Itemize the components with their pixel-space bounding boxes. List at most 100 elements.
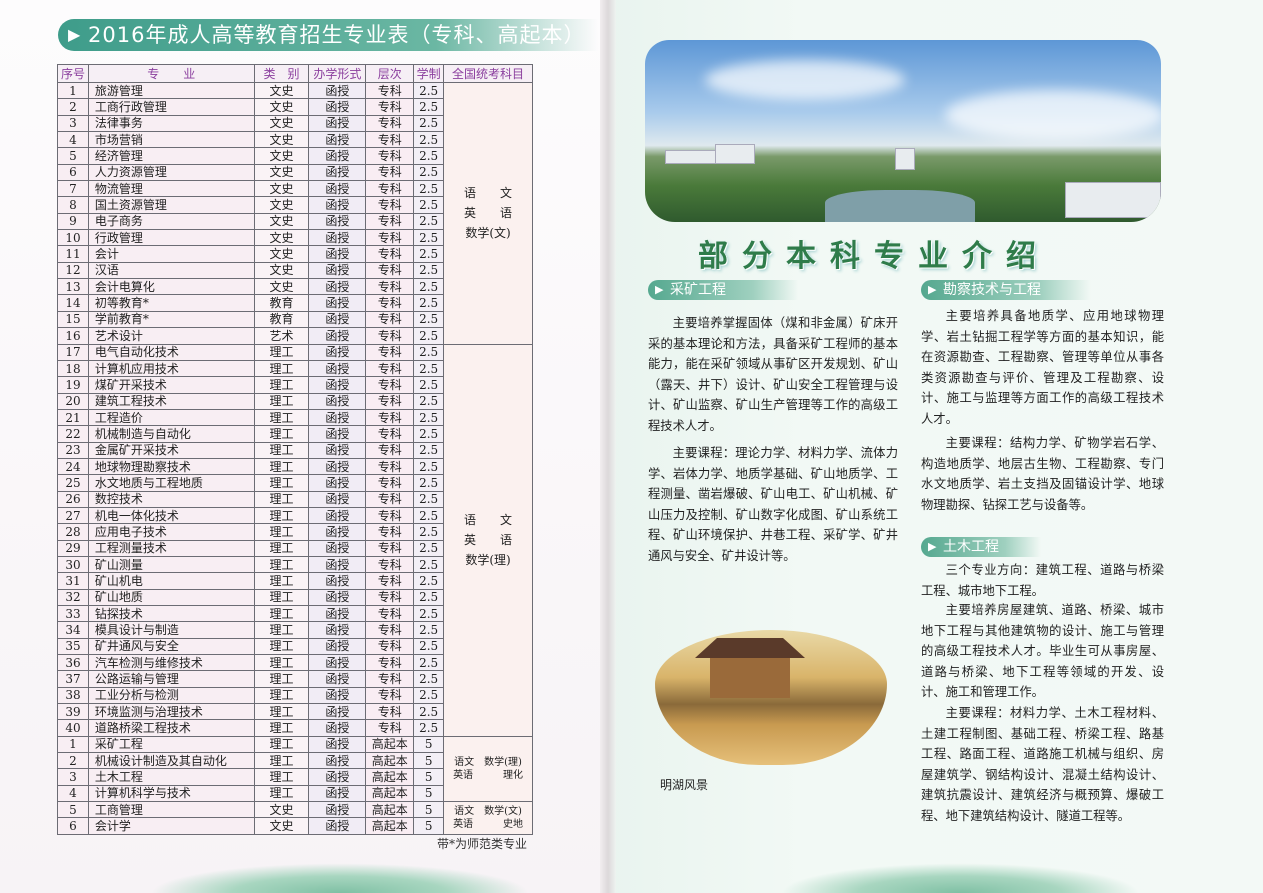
paragraph: 主要培养房屋建筑、道路、桥梁、城市地下工程与其他建筑物的设计、施工与管理的高级工… [921, 603, 1164, 700]
category: 理工 [253, 408, 310, 427]
table-row: 17 电气自动化技术 理工 函授 专科 2.5 语 文英 语数学(理) [57, 343, 533, 737]
chevron-right-icon: ▶ [68, 25, 82, 44]
row-number: 14 [57, 294, 89, 312]
major-name: 工商行政管理 [87, 98, 255, 116]
row-number: 8 [57, 196, 89, 214]
row-number: 15 [57, 310, 89, 329]
study-mode: 函授 [308, 359, 367, 378]
major-name: 电子商务 [87, 212, 255, 231]
column-header: 学制 [413, 64, 445, 83]
category: 理工 [253, 768, 310, 786]
major-name: 汉语 [87, 261, 255, 280]
study-mode: 函授 [308, 506, 367, 525]
table-row: 6 会计学 文史 函授 高起本 5 [57, 817, 533, 835]
level: 专科 [365, 474, 415, 492]
table-header-row: 序号专 业类 别办学形式 层次 学制 全国统考科目 [57, 64, 533, 83]
major-name: 模具设计与制造 [87, 621, 255, 639]
major-name: 煤矿开采技术 [87, 376, 255, 394]
level: 专科 [365, 621, 415, 639]
duration: 2.5 [413, 637, 445, 656]
category: 文史 [253, 81, 310, 100]
row-number: 3 [57, 768, 89, 786]
duration: 2.5 [413, 670, 445, 688]
level: 专科 [365, 719, 415, 737]
study-mode: 函授 [308, 294, 367, 312]
row-number: 13 [57, 278, 89, 296]
row-number: 2 [57, 98, 89, 116]
study-mode: 函授 [308, 686, 367, 705]
category: 理工 [253, 474, 310, 492]
table-row: 38 工业分析与检测 理工 函授 专科 2.5 [57, 686, 533, 705]
level: 专科 [365, 654, 415, 672]
decorative-wave [780, 863, 1140, 893]
column-header: 专 业 [87, 64, 255, 83]
level: 专科 [365, 278, 415, 296]
exam-subject: 数学(文) [465, 226, 511, 241]
table-row: 39 环境监测与治理技术 理工 函授 专科 2.5 [57, 703, 533, 721]
study-mode: 函授 [308, 147, 367, 165]
table-row: 23 金属矿开采技术 理工 函授 专科 2.5 [57, 441, 533, 459]
level: 专科 [365, 180, 415, 198]
row-number: 12 [57, 261, 89, 280]
row-number: 28 [57, 523, 89, 541]
duration: 5 [413, 784, 445, 803]
study-mode: 函授 [308, 801, 367, 819]
level: 专科 [365, 572, 415, 590]
row-number: 22 [57, 425, 89, 443]
table-row: 36 汽车检测与维修技术 理工 函授 专科 2.5 [57, 654, 533, 672]
paragraph: 主要课程：材料力学、土木工程材料、土建工程制图、基础工程、桥梁工程、路基工程、路… [921, 706, 1164, 823]
major-name: 机电一体化技术 [87, 506, 255, 525]
level: 专科 [365, 539, 415, 557]
study-mode: 函授 [308, 131, 367, 149]
category: 教育 [253, 294, 310, 312]
exam-subject: 语文 数学(理) [454, 756, 522, 768]
page-title: 2016年成人高等教育招生专业表（专科、高起本） [88, 23, 586, 47]
table-row: 37 公路运输与管理 理工 函授 专科 2.5 [57, 670, 533, 688]
study-mode: 函授 [308, 474, 367, 492]
major-name: 应用电子技术 [87, 523, 255, 541]
row-number: 23 [57, 441, 89, 459]
row-number: 20 [57, 392, 89, 410]
level: 专科 [365, 392, 415, 410]
exam-subjects: 语文 数学(理) 英语 理化 [443, 735, 533, 803]
level: 专科 [365, 294, 415, 312]
major-name: 机械设计制造及其自动化 [87, 752, 255, 770]
row-number: 3 [57, 114, 89, 133]
table-row: 28 应用电子技术 理工 函授 专科 2.5 [57, 523, 533, 541]
level: 专科 [365, 588, 415, 607]
category: 文史 [253, 817, 310, 835]
row-number: 25 [57, 474, 89, 492]
column-header: 类 别 [253, 64, 310, 83]
major-name: 市场营销 [87, 131, 255, 149]
column-header: 序号 [57, 64, 89, 83]
exam-subject: 英语 理化 [453, 769, 524, 781]
category: 文史 [253, 147, 310, 165]
category: 理工 [253, 457, 310, 476]
table-row: 20 建筑工程技术 理工 函授 专科 2.5 [57, 392, 533, 410]
row-number: 6 [57, 163, 89, 182]
duration: 5 [413, 752, 445, 770]
row-number: 39 [57, 703, 89, 721]
study-mode: 函授 [308, 441, 367, 459]
duration: 2.5 [413, 81, 445, 100]
duration: 2.5 [413, 294, 445, 312]
table-row: 12 汉语 文史 函授 专科 2.5 [57, 261, 533, 280]
study-mode: 函授 [308, 376, 367, 394]
table-row: 5 经济管理 文史 函授 专科 2.5 [57, 147, 533, 165]
category: 理工 [253, 654, 310, 672]
level: 高起本 [365, 752, 415, 770]
major-name: 汽车检测与维修技术 [87, 654, 255, 672]
table-row: 9 电子商务 文史 函授 专科 2.5 [57, 212, 533, 231]
decorative-wave [150, 863, 530, 893]
column-header: 全国统考科目 [443, 64, 533, 83]
heading-exploration-engineering: ▶ 勘察技术与工程 [921, 280, 1091, 300]
table-row: 26 数控技术 理工 函授 专科 2.5 [57, 490, 533, 508]
duration: 2.5 [413, 343, 445, 361]
chevron-right-icon: ▶ [928, 283, 937, 296]
level: 专科 [365, 310, 415, 329]
study-mode: 函授 [308, 196, 367, 214]
study-mode: 函授 [308, 114, 367, 133]
study-mode: 函授 [308, 817, 367, 835]
row-number: 29 [57, 539, 89, 557]
row-number: 30 [57, 555, 89, 574]
